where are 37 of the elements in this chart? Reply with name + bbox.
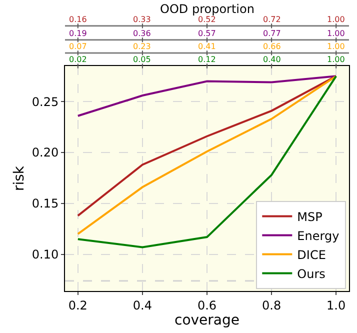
text: 0.19 xyxy=(69,29,87,38)
legend-label: DICE xyxy=(297,248,326,262)
x-tick-label: 0.2 xyxy=(68,298,88,312)
text: 0.57 xyxy=(198,29,216,38)
text: 0.41 xyxy=(198,42,216,51)
text: 0.02 xyxy=(69,55,87,64)
text: 0.05 xyxy=(133,55,151,64)
y-axis-title: risk xyxy=(11,165,28,192)
legend-label: MSP xyxy=(297,210,322,224)
x-tick-label: 0.6 xyxy=(197,298,217,312)
text: 0.77 xyxy=(263,29,281,38)
legend-label: Ours xyxy=(297,266,326,281)
text: 0.66 xyxy=(263,42,281,51)
text: 0.33 xyxy=(133,15,151,24)
x-tick-label: 1.0 xyxy=(326,298,346,312)
y-tick-label: 0.20 xyxy=(32,146,59,160)
y-tick-label: 0.25 xyxy=(32,94,59,109)
text: 0.52 xyxy=(198,15,216,24)
y-tick-label: 0.15 xyxy=(32,196,59,211)
text: 1.00 xyxy=(327,42,345,51)
text: 0.72 xyxy=(263,15,281,24)
text: 1.00 xyxy=(327,55,345,64)
text: OOD proportion xyxy=(160,2,254,16)
x-tick-label: 0.8 xyxy=(262,298,282,312)
text: 0.23 xyxy=(133,42,151,51)
text: 0.12 xyxy=(198,55,216,64)
text: 0.36 xyxy=(133,29,151,38)
x-axis-title: coverage xyxy=(174,312,240,328)
y-tick-label: 0.10 xyxy=(32,248,59,262)
text: 1.00 xyxy=(327,15,345,24)
text: 0.16 xyxy=(69,15,87,24)
text: 0.07 xyxy=(69,42,87,51)
legend-label: Energy xyxy=(297,228,340,243)
text: 0.40 xyxy=(263,55,281,64)
text: 1.00 xyxy=(327,29,345,38)
line-series xyxy=(76,75,338,117)
x-tick-label: 0.4 xyxy=(132,298,152,312)
